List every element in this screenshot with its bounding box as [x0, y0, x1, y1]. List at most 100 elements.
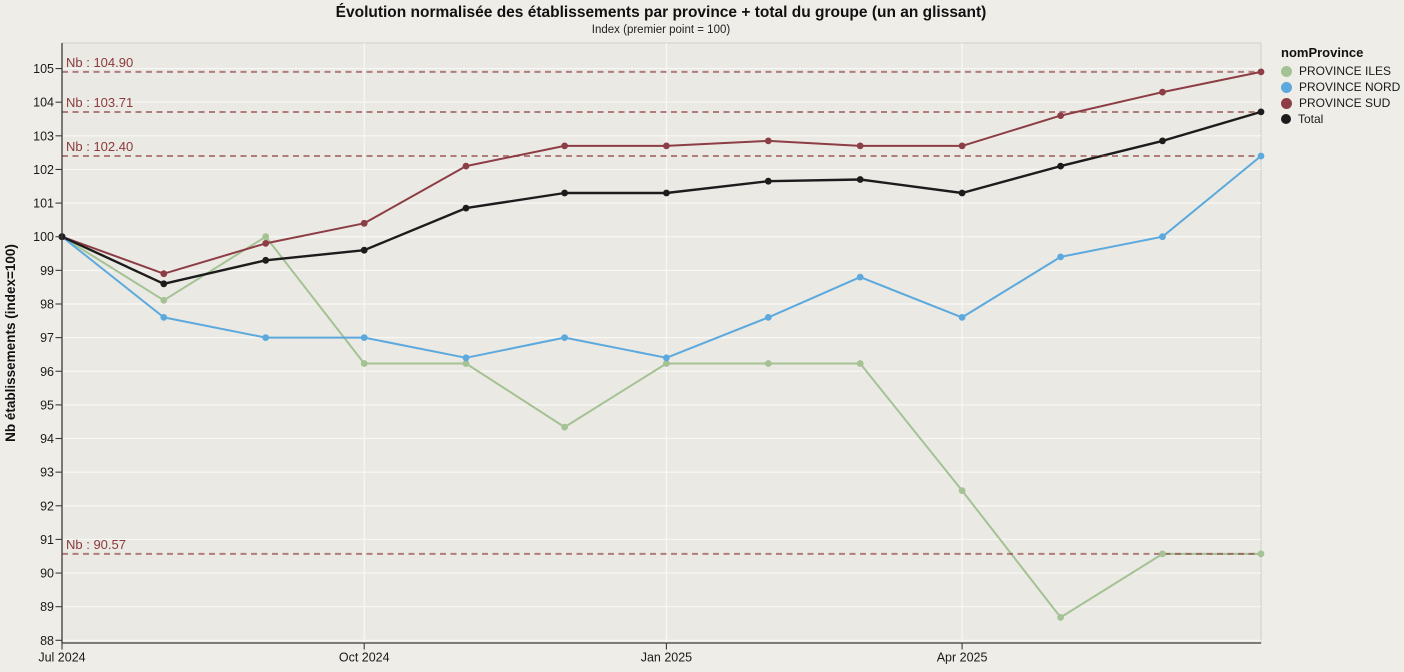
y-tick-label: 90 — [40, 567, 54, 581]
x-tick-label: Oct 2024 — [339, 651, 390, 665]
data-point — [1159, 88, 1166, 96]
data-point — [663, 142, 670, 150]
data-point — [160, 296, 168, 304]
reference-label: Nb : 104.90 — [66, 55, 133, 70]
data-point — [958, 314, 966, 321]
y-tick-label: 96 — [40, 365, 54, 379]
data-point — [262, 233, 270, 241]
data-point — [1159, 233, 1166, 241]
reference-label: Nb : 103.71 — [66, 95, 133, 110]
data-point — [360, 334, 368, 341]
data-point — [764, 360, 772, 367]
data-point — [262, 240, 270, 247]
legend-item-total: Total — [1281, 111, 1400, 127]
data-point — [856, 142, 864, 150]
data-point — [561, 334, 568, 341]
data-point — [663, 189, 670, 197]
y-tick-label: 89 — [40, 600, 54, 614]
data-point — [1057, 162, 1064, 170]
data-point — [462, 360, 470, 367]
data-point — [663, 354, 670, 362]
data-point — [1257, 108, 1265, 116]
data-point — [262, 334, 270, 341]
data-point — [1057, 614, 1064, 621]
data-point — [462, 354, 470, 362]
data-point — [561, 142, 568, 150]
y-tick-label: 100 — [33, 230, 54, 244]
x-tick-label: Apr 2025 — [937, 651, 988, 665]
legend-title: nomProvince — [1281, 45, 1364, 60]
data-point — [856, 176, 864, 183]
data-point — [561, 189, 568, 197]
data-point — [958, 142, 966, 150]
data-point — [160, 270, 168, 278]
y-tick-label: 104 — [33, 96, 54, 110]
legend: nomProvince PROVINCE ILES PROVINCE NORD PR… — [1281, 45, 1400, 127]
data-point — [1159, 550, 1166, 558]
y-tick-label: 98 — [40, 297, 54, 311]
data-point — [856, 273, 864, 281]
legend-swatch-icon — [1281, 65, 1292, 77]
data-point — [1257, 550, 1265, 558]
y-tick-label: 95 — [40, 398, 54, 412]
data-point — [663, 360, 670, 367]
data-point — [1257, 152, 1265, 160]
data-point — [262, 256, 270, 264]
y-tick-label: 101 — [33, 197, 54, 211]
data-point — [160, 314, 168, 321]
data-point — [764, 137, 772, 145]
data-point — [561, 423, 568, 431]
gridlines — [61, 43, 1261, 643]
legend-item-province-iles: PROVINCE ILES — [1281, 63, 1400, 79]
data-point — [1159, 137, 1166, 145]
legend-item-label: PROVINCE ILES — [1299, 64, 1392, 78]
data-point — [764, 314, 772, 321]
y-tick-label: 105 — [33, 62, 54, 76]
series-points-province-sud — [58, 68, 1265, 278]
data-point — [462, 204, 470, 212]
data-point — [1057, 253, 1064, 261]
legend-items: PROVINCE ILES PROVINCE NORD PROVINCE SUD To… — [1281, 63, 1400, 127]
y-axis-title: Nb établissements (index=100) — [3, 244, 18, 442]
legend-swatch-icon — [1281, 97, 1292, 109]
data-point — [958, 189, 966, 197]
y-tick-label: 88 — [40, 634, 54, 648]
legend-swatch-icon — [1281, 114, 1291, 124]
y-tick-marks — [55, 68, 62, 641]
data-point — [160, 280, 168, 288]
data-point — [360, 360, 368, 367]
reference-label: Nb : 90.57 — [66, 537, 126, 552]
y-tick-label: 97 — [40, 331, 54, 345]
data-point — [856, 360, 864, 367]
data-point — [360, 246, 368, 254]
data-point — [462, 162, 470, 170]
chart-title: Évolution normalisée des établissements … — [335, 4, 987, 21]
y-tick-label: 94 — [40, 432, 54, 446]
data-point — [1257, 68, 1265, 76]
y-tick-label: 93 — [40, 466, 54, 480]
y-tick-label: 91 — [40, 533, 54, 547]
x-tick-label: Jul 2024 — [38, 651, 85, 665]
legend-item-province-nord: PROVINCE NORD — [1281, 79, 1400, 95]
chart-subtitle: Index (premier point = 100) — [591, 24, 731, 36]
plot-panel — [61, 42, 1262, 644]
y-tick-label: 92 — [40, 499, 54, 513]
legend-swatch-icon — [1281, 81, 1292, 93]
data-point — [764, 177, 772, 185]
x-tick-label: Jan 2025 — [641, 651, 692, 665]
reference-lines — [62, 70, 1261, 555]
legend-item-label: PROVINCE SUD — [1299, 96, 1391, 110]
legend-item-province-sud: PROVINCE SUD — [1281, 95, 1400, 111]
data-point — [360, 219, 368, 227]
legend-item-label: Total — [1298, 112, 1324, 126]
data-point — [1057, 112, 1064, 119]
reference-label: Nb : 102.40 — [66, 139, 133, 154]
legend-item-label: PROVINCE NORD — [1299, 80, 1401, 94]
y-tick-label: 99 — [40, 264, 54, 278]
data-point — [958, 487, 966, 494]
y-tick-label: 102 — [33, 163, 54, 177]
y-tick-label: 103 — [33, 129, 54, 143]
axes — [61, 43, 1261, 644]
